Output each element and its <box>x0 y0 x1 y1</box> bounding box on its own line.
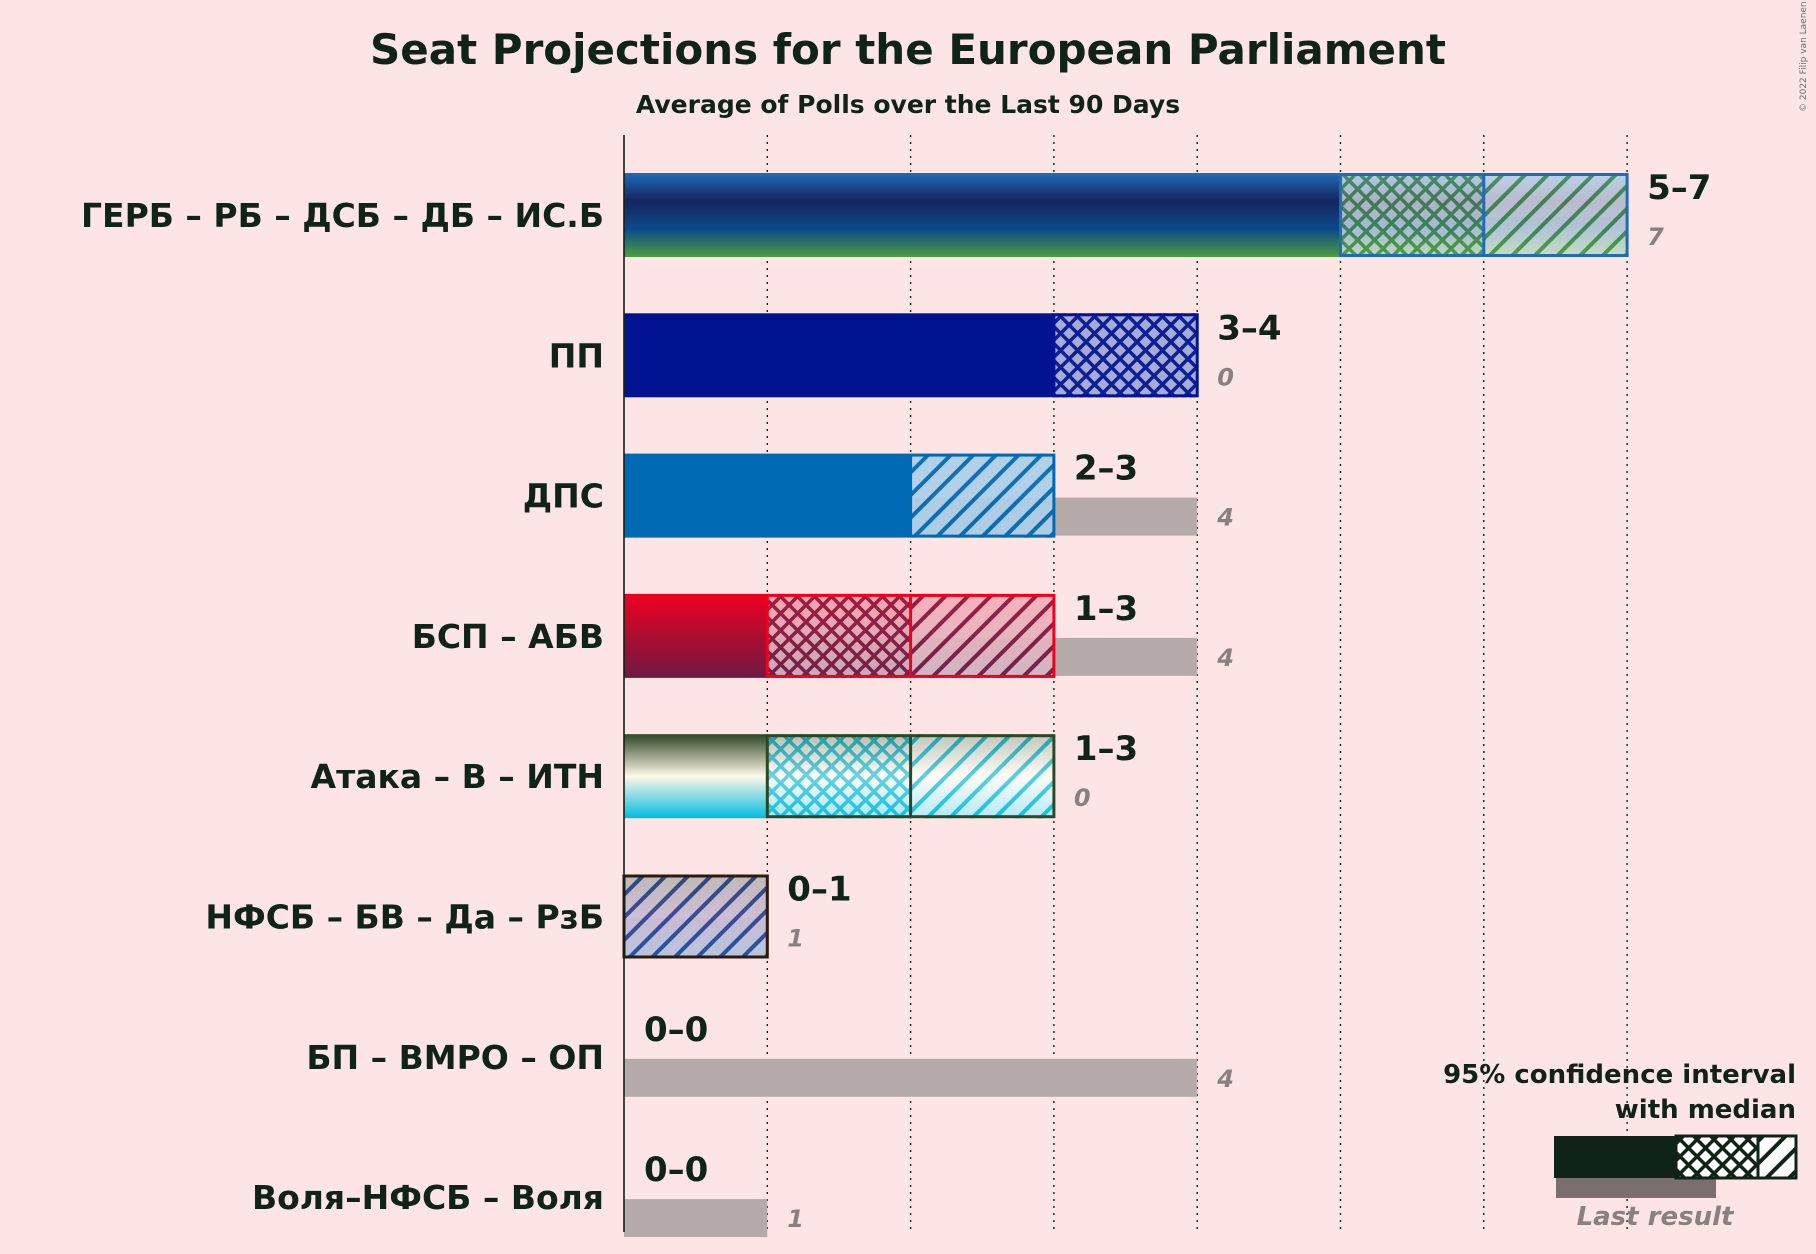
interval-solid-bar <box>624 593 768 678</box>
interval-solid-bar <box>624 453 911 538</box>
chart-title: Seat Projections for the European Parlia… <box>370 25 1446 74</box>
interval-solid-bar <box>624 313 1054 398</box>
party-label: Воля–НФСБ – Воля <box>252 1178 604 1217</box>
party-label: ГЕРБ – РБ – ДСБ – ДБ – ИС.Б <box>81 196 604 235</box>
range-label: 0–1 <box>787 870 851 910</box>
legend-solid-swatch <box>1554 1136 1676 1178</box>
party-row: ГЕРБ – РБ – ДСБ – ДБ – ИС.Б 5–7 7 <box>81 168 1711 257</box>
last-result-label: 0 <box>1217 363 1234 391</box>
party-row: НФСБ – БВ – Да – РзБ 0–1 1 <box>205 870 852 959</box>
last-result-label: 7 <box>1647 223 1664 251</box>
party-label: ДПС <box>523 477 604 516</box>
interval-hatch-tint <box>910 593 1054 678</box>
last-result-label: 1 <box>787 925 804 953</box>
last-result-label: 4 <box>1216 504 1234 532</box>
last-result-bar <box>624 1199 768 1238</box>
copyright-note: © 2022 Filip van Laenen <box>1799 1 1809 112</box>
bars-layer: ГЕРБ – РБ – ДСБ – ДБ – ИС.Б 5–7 7 ПП 3–4 0 ДПС… <box>81 168 1711 1238</box>
party-row: Воля–НФСБ – Воля 0–0 1 <box>252 1150 804 1238</box>
legend-crosshatch-swatch <box>1674 1134 1760 1180</box>
last-result-bar <box>624 1058 1198 1097</box>
interval-crosshatch-tint <box>1340 173 1484 257</box>
party-label: БСП – АБВ <box>412 617 604 656</box>
last-result-label: 4 <box>1216 644 1234 672</box>
last-result-label: 0 <box>1074 784 1091 812</box>
legend-line-1: 95% confidence interval <box>1443 1060 1796 1090</box>
party-row: БП – ВМРО – ОП 0–0 4 <box>306 1010 1234 1097</box>
interval-crosshatch-tint <box>767 734 911 819</box>
range-label: 2–3 <box>1074 449 1138 489</box>
interval-solid-bar <box>624 734 768 819</box>
range-label: 5–7 <box>1647 168 1711 208</box>
party-row: БСП – АБВ 1–3 4 <box>412 589 1234 678</box>
legend-hatch-swatch <box>1756 1134 1798 1180</box>
party-row: ДПС 2–3 4 <box>523 449 1234 538</box>
interval-outline <box>909 453 1056 538</box>
range-label: 1–3 <box>1074 589 1138 629</box>
legend: 95% confidence interval with median Last… <box>1443 1060 1798 1232</box>
range-label: 3–4 <box>1217 308 1281 348</box>
party-row: Атака – В – ИТН 1–3 0 <box>311 729 1138 819</box>
range-label: 0–0 <box>644 1150 708 1190</box>
interval-solid-bar <box>624 173 1341 257</box>
interval-hatch-tint <box>910 734 1054 819</box>
interval-hatch-tint <box>910 453 1054 538</box>
range-label: 0–0 <box>644 1010 708 1050</box>
interval-hatch-tint <box>1483 173 1628 257</box>
legend-last-result-label: Last result <box>1577 1202 1735 1232</box>
legend-line-2: with median <box>1615 1095 1796 1125</box>
last-result-label: 4 <box>1216 1065 1234 1093</box>
party-label: НФСБ – БВ – Да – РзБ <box>205 898 604 937</box>
party-label: БП – ВМРО – ОП <box>306 1038 604 1077</box>
last-result-label: 1 <box>787 1205 804 1233</box>
party-label: Атака – В – ИТН <box>311 757 604 796</box>
party-label: ПП <box>549 336 604 375</box>
interval-outline <box>1052 313 1199 398</box>
chart-subtitle: Average of Polls over the Last 90 Days <box>636 90 1180 119</box>
party-row: ПП 3–4 0 <box>549 308 1282 398</box>
interval-crosshatch-tint <box>1053 313 1198 398</box>
interval-hatch-tint <box>624 874 768 959</box>
interval-crosshatch-tint <box>767 593 911 678</box>
range-label: 1–3 <box>1074 729 1138 769</box>
